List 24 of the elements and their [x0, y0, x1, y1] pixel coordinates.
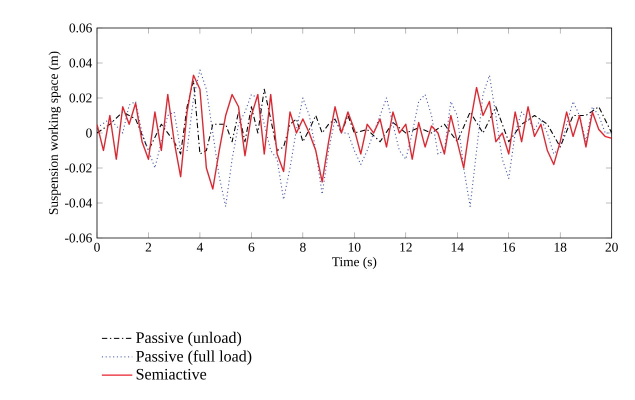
x-tick-label: 12 — [400, 242, 412, 252]
x-tick-label: 8 — [300, 242, 306, 252]
y-tick-label: 0 — [86, 128, 92, 138]
x-tick-label: 18 — [554, 242, 566, 252]
legend-label: Semiactive — [136, 368, 206, 380]
x-tick-label: 16 — [503, 242, 516, 252]
line-series — [97, 74, 612, 190]
y-tick-label: -0.06 — [65, 233, 92, 243]
x-tick-label: 2 — [146, 242, 152, 252]
y-tick-label: 0.06 — [69, 23, 92, 33]
y-tick-label: -0.02 — [65, 163, 92, 173]
y-axis-title: Suspension working space (m) — [48, 52, 61, 214]
x-tick-label: 10 — [348, 242, 361, 252]
legend-label: Passive (full load) — [136, 350, 252, 365]
x-axis-title: Time (s) — [332, 256, 376, 269]
y-tick-label: -0.04 — [65, 198, 92, 208]
x-tick-label: 0 — [94, 242, 100, 252]
y-tick-label: 0.04 — [69, 58, 92, 68]
legend-label: Passive (unload) — [136, 332, 242, 346]
x-tick-label: 6 — [248, 242, 254, 252]
x-tick-label: 14 — [452, 242, 464, 252]
x-tick-label: 4 — [196, 242, 204, 252]
x-tick-label: 20 — [606, 242, 618, 252]
y-tick-label: 0.02 — [69, 93, 92, 103]
